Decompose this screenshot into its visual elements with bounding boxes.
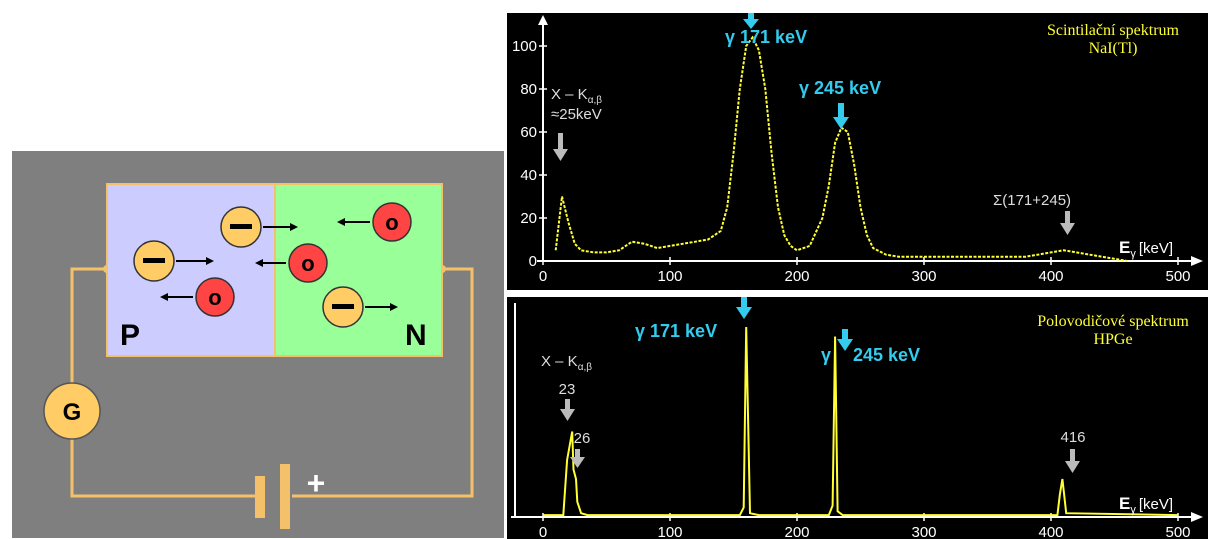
nai-title-line2: NaI(Tl) [1089, 40, 1138, 57]
hpge-annot-416: 416 [1060, 429, 1085, 446]
p-region-label: P [120, 319, 140, 352]
galvanometer: G [43, 382, 101, 440]
hpge-23-arrow [560, 399, 575, 421]
nai-peak2-label: γ 245 keV [799, 78, 881, 98]
nai-background [507, 13, 1208, 290]
nai-x-tick-label: 300 [911, 268, 936, 285]
nai-x-ticks: 0 100 200 300 400 500 [539, 257, 1191, 285]
hpge-x-tick-label: 500 [1165, 524, 1190, 539]
hpge-peak2-label: 245 keV [853, 345, 920, 365]
nai-peak1-arrow [743, 13, 759, 29]
nai-sum-arrow [1060, 211, 1075, 235]
hpge-x-tick-label: 300 [911, 524, 936, 539]
hpge-peak1-label: γ 171 keV [635, 321, 717, 341]
hole-1: o [337, 202, 412, 242]
nai-title-line1: Scintilační spektrum [1047, 22, 1180, 39]
nai-y-tick-label: 80 [520, 81, 537, 98]
hole-3: o [160, 277, 235, 317]
nai-spectrum-curve [554, 35, 1128, 262]
galvanometer-label: G [63, 399, 82, 426]
nai-y-tick-label: 20 [520, 210, 537, 227]
nai-x-tick-label: 400 [1038, 268, 1063, 285]
gamma-spectra: 0 20 40 60 80 100 0 100 200 300 400 500 Scintilačn… [507, 13, 1208, 539]
hpge-416-arrow [1065, 449, 1080, 473]
electron-3 [322, 286, 398, 328]
hpge-title-line2: HPGe [1093, 331, 1132, 348]
pn-junction-circuit: P N o o o G [12, 151, 504, 538]
electron-2 [220, 206, 298, 248]
nai-xray-energy: ≈25keV [551, 106, 602, 123]
nai-y-tick-label: 40 [520, 167, 537, 184]
hole-2: o [255, 243, 328, 283]
nai-spectrum-panel: 0 20 40 60 80 100 0 100 200 300 400 500 Scintilačn… [507, 13, 1208, 290]
hpge-spectrum-panel: 0 100 200 300 400 500 Polovodičové spektrum H… [507, 297, 1208, 539]
hpge-axis-label: Eγ [keV] [1119, 494, 1173, 516]
nai-x-tick-label: 200 [784, 268, 809, 285]
svg-text:o: o [301, 251, 314, 276]
hpge-peak2-arrow [837, 329, 853, 351]
hpge-xray-label: X – Kα,β [541, 353, 592, 373]
nai-x-tick-label: 0 [539, 268, 547, 285]
nai-xray-label: X – Kα,β [551, 86, 602, 106]
n-region-label: N [405, 319, 427, 352]
hpge-spectrum-curve [543, 326, 1179, 517]
hpge-x-tick-label: 200 [784, 524, 809, 539]
n-region [274, 183, 443, 357]
svg-text:o: o [385, 210, 398, 235]
svg-text:o: o [208, 285, 221, 310]
battery: + [255, 464, 325, 529]
nai-axis-label: Eγ [keV] [1119, 238, 1173, 260]
hpge-peak1-arrow [736, 297, 752, 319]
hpge-26-arrow [570, 449, 585, 468]
nai-y-tick-label: 100 [512, 38, 537, 55]
hpge-title-line1: Polovodičové spektrum [1037, 313, 1189, 330]
hpge-x-tick-label: 400 [1038, 524, 1063, 539]
hpge-annot-23: 23 [559, 381, 576, 398]
circuit-wires [70, 267, 474, 498]
electron-1 [133, 240, 214, 282]
hpge-background [507, 297, 1208, 539]
hpge-x-ticks: 0 100 200 300 400 500 [539, 513, 1191, 539]
nai-y-tick-label: 0 [529, 253, 537, 270]
nai-x-tick-label: 500 [1165, 268, 1190, 285]
nai-y-tick-label: 60 [520, 124, 537, 141]
nai-xray-arrow [553, 133, 568, 161]
nai-peak2-arrow [833, 103, 849, 129]
nai-peak1-label: γ 171 keV [725, 27, 807, 47]
nai-sum-label: Σ(171+245) [993, 192, 1071, 209]
hpge-x-tick-label: 100 [657, 524, 682, 539]
nai-y-ticks: 0 20 40 60 80 100 [512, 38, 547, 270]
hpge-x-tick-label: 0 [539, 524, 547, 539]
battery-plus-sign: + [307, 465, 326, 501]
hpge-peak2-gamma: γ [821, 345, 831, 365]
nai-x-tick-label: 100 [657, 268, 682, 285]
hpge-annot-26: 26 [574, 430, 591, 447]
panel-separator [507, 290, 1208, 297]
